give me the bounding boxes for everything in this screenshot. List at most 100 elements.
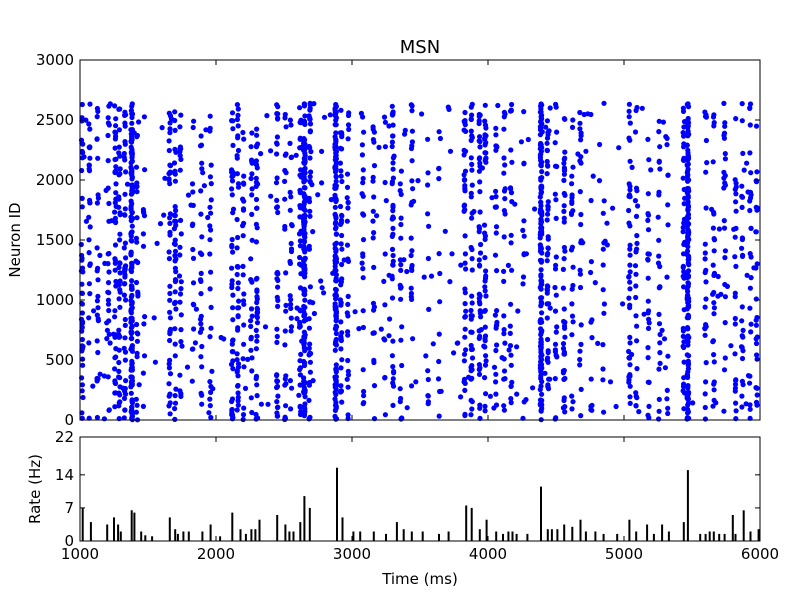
spike-point <box>230 349 236 355</box>
spike-point <box>167 328 173 334</box>
spike-point <box>627 158 633 164</box>
spike-point <box>177 153 183 159</box>
spike-point <box>646 316 652 322</box>
spike-point <box>477 144 483 150</box>
spike-point <box>81 154 87 160</box>
spike-point <box>142 167 148 173</box>
spike-point <box>462 260 468 266</box>
spike-point <box>600 246 606 252</box>
rate-bar <box>130 510 133 541</box>
spike-point <box>230 338 236 344</box>
spike-point <box>553 215 559 221</box>
spike-point <box>733 116 739 122</box>
spike-point <box>129 278 135 284</box>
spike-point <box>234 271 240 278</box>
spike-point <box>105 120 111 126</box>
spike-point <box>151 315 157 321</box>
spike-point <box>307 174 313 180</box>
spike-point <box>684 220 691 226</box>
spike-point <box>360 266 366 272</box>
spike-point <box>544 140 550 146</box>
spike-point <box>494 268 500 274</box>
spike-point <box>94 298 100 304</box>
spike-point <box>327 112 333 118</box>
spike-point <box>547 376 553 382</box>
spike-point <box>274 333 280 340</box>
spike-point <box>241 220 247 226</box>
spike-point <box>545 211 551 217</box>
spike-point <box>230 292 236 298</box>
rate-x-tick-label: 5000 <box>605 545 643 563</box>
rate-x-tick-label: 1000 <box>61 545 99 563</box>
spike-point <box>569 198 575 204</box>
spike-point <box>753 336 759 342</box>
spike-point <box>508 240 514 246</box>
spike-point <box>601 198 607 204</box>
rate-bar <box>495 531 498 541</box>
spike-point <box>635 203 641 209</box>
spike-point <box>189 378 195 384</box>
spike-point <box>282 115 288 121</box>
spike-point <box>94 200 100 206</box>
spike-point <box>476 168 482 174</box>
spike-point <box>359 142 365 148</box>
spike-point <box>680 388 686 394</box>
spike-point <box>95 277 101 283</box>
spike-point <box>307 341 313 347</box>
spike-point <box>702 326 708 332</box>
rate-bar <box>81 507 84 541</box>
spike-point <box>371 230 377 236</box>
spike-point <box>236 298 242 304</box>
spike-point <box>298 409 304 415</box>
spike-point <box>333 240 339 246</box>
spike-point <box>425 170 431 176</box>
spike-point <box>462 188 468 194</box>
spike-point <box>578 137 584 143</box>
spike-point <box>616 145 622 151</box>
spike-point <box>301 270 307 277</box>
spike-point <box>134 180 140 186</box>
spike-point <box>95 305 101 311</box>
spike-point <box>539 300 545 306</box>
spike-point <box>298 228 304 234</box>
spike-point <box>404 405 410 411</box>
spike-point <box>656 311 662 317</box>
spike-point <box>684 189 691 196</box>
spike-point <box>469 256 475 262</box>
spike-point <box>301 238 307 244</box>
rate-bar <box>219 536 222 541</box>
spike-point <box>462 233 468 239</box>
rate-bar <box>276 515 279 541</box>
spike-point <box>520 227 526 233</box>
spike-point <box>333 362 339 368</box>
spike-point <box>680 224 686 231</box>
spike-point <box>209 368 215 374</box>
spike-point <box>370 208 376 214</box>
spike-point <box>469 406 475 412</box>
spike-point <box>686 255 692 261</box>
spike-point <box>552 376 558 382</box>
spike-point <box>172 300 178 307</box>
spike-point <box>627 187 633 193</box>
spike-point <box>386 123 392 129</box>
spike-point <box>159 125 165 131</box>
spike-point <box>332 144 338 150</box>
raster-axes-frame <box>79 59 761 421</box>
spike-point <box>208 181 214 187</box>
spike-point <box>95 192 101 198</box>
spike-point <box>732 351 738 357</box>
spike-point <box>234 102 240 108</box>
spike-point <box>297 372 303 378</box>
spike-point <box>208 162 214 168</box>
spike-point <box>235 402 241 408</box>
rate-bar <box>303 496 306 541</box>
spike-point <box>297 261 303 267</box>
spike-point <box>172 171 178 177</box>
spike-point <box>580 240 586 246</box>
spike-point <box>338 107 344 113</box>
spike-point <box>458 262 464 268</box>
spike-point <box>633 283 639 289</box>
spike-point <box>469 329 475 335</box>
spike-point <box>173 207 179 214</box>
